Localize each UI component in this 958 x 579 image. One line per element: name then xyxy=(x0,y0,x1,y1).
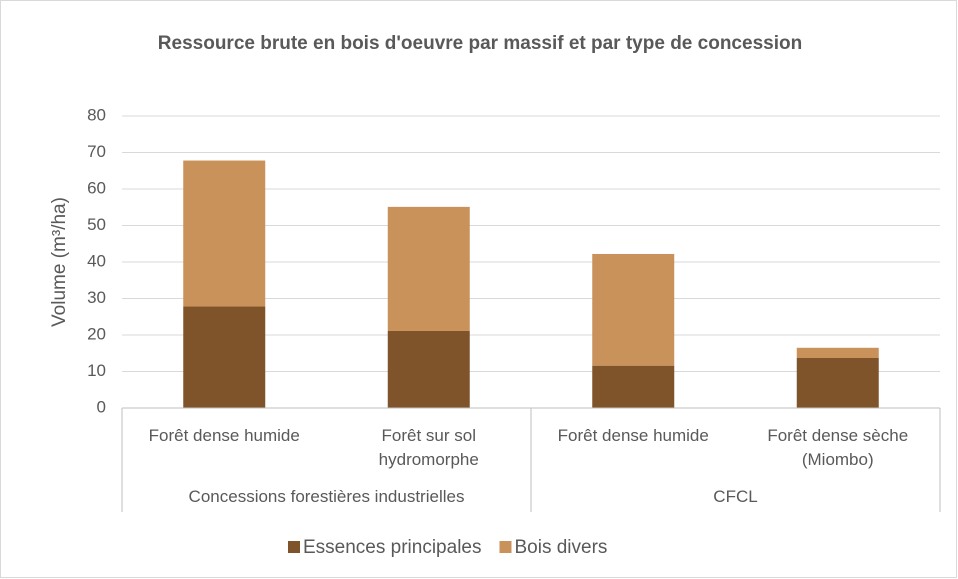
bar-segment xyxy=(796,347,879,358)
y-tick-label: 20 xyxy=(87,324,106,343)
y-tick-label: 40 xyxy=(87,251,106,270)
legend-label: Bois divers xyxy=(514,537,607,558)
x-tick-label: Forêt dense sèche (Miombo) xyxy=(767,426,909,469)
y-tick-label: 60 xyxy=(87,178,106,197)
chart-title: Ressource brute en bois d'oeuvre par mas… xyxy=(157,33,803,54)
y-tick-label: 80 xyxy=(87,105,106,124)
bar-segment xyxy=(387,330,470,408)
bar-segment xyxy=(796,357,879,408)
bar-segment xyxy=(183,160,266,307)
bar-segment xyxy=(183,306,266,408)
group-label: CFCL xyxy=(713,487,758,506)
legend-swatch xyxy=(288,541,300,553)
y-tick-label: 70 xyxy=(87,142,106,161)
x-tick-label: Forêt sur sol hydromorphe xyxy=(378,426,479,469)
y-tick-label: 50 xyxy=(87,215,106,234)
bar-segment xyxy=(592,365,675,408)
legend-swatch xyxy=(499,541,512,553)
y-tick-label: 10 xyxy=(87,361,106,380)
y-tick-label: 0 xyxy=(97,397,106,416)
group-label: Concessions forestières industrielles xyxy=(188,487,465,506)
y-axis-label: Volume (m³/ha) xyxy=(49,197,70,327)
y-tick-label: 30 xyxy=(87,288,106,307)
x-tick-label: Forêt dense humide xyxy=(557,426,709,445)
x-tick-label: Forêt dense humide xyxy=(148,426,300,445)
legend-label: Essences principales xyxy=(303,537,481,558)
bar-segment xyxy=(592,253,675,366)
bar-segment xyxy=(387,206,470,331)
